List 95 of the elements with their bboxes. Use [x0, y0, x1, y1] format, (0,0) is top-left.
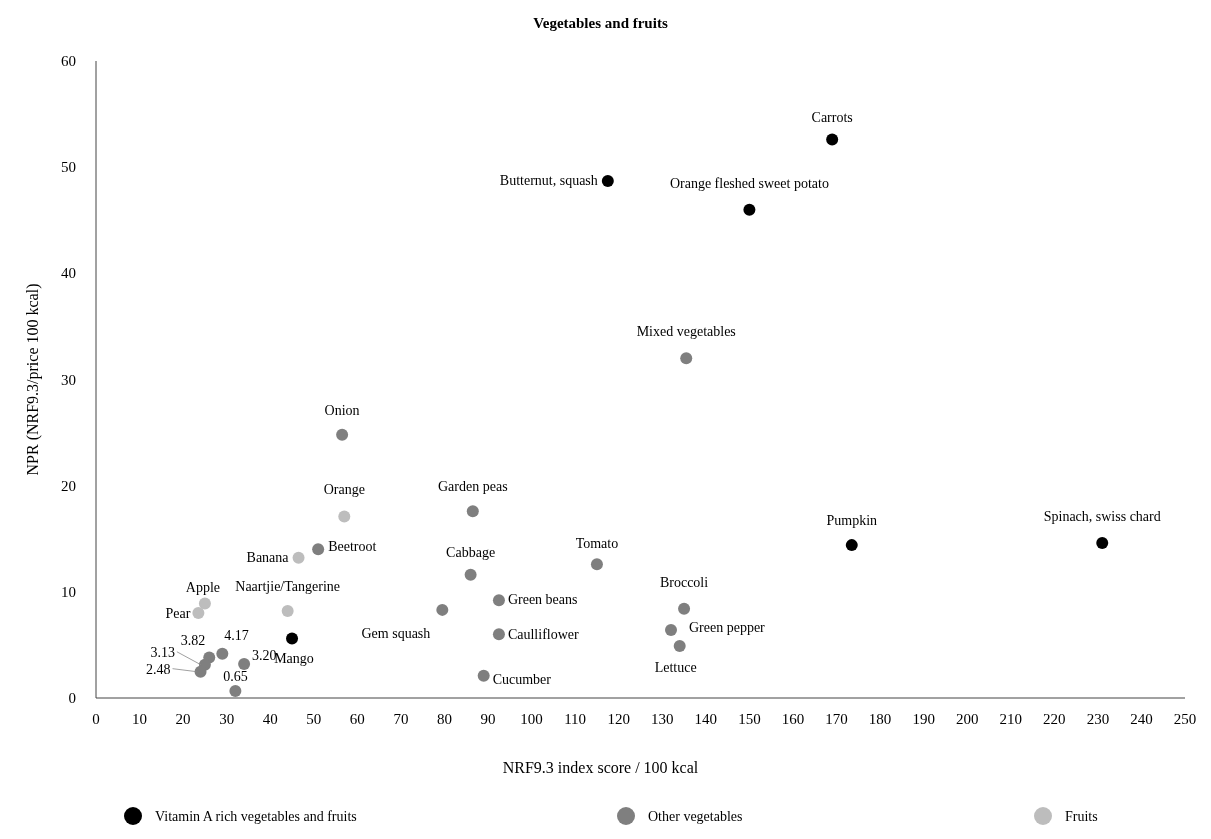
x-axis-title: NRF9.3 index score / 100 kcal — [502, 759, 699, 776]
point — [338, 510, 351, 523]
x-tick-label: 30 — [219, 711, 235, 727]
annotation: Butternut, squash — [499, 172, 598, 188]
point — [464, 568, 477, 581]
x-tick-label: 230 — [1086, 711, 1110, 727]
x-tick-label: 240 — [1130, 711, 1153, 727]
point — [743, 203, 756, 216]
annotation: Broccoli — [659, 574, 709, 590]
chart-title: Vegetables and fruits — [533, 15, 668, 31]
point — [292, 551, 305, 564]
y-tick-label: 30 — [61, 371, 76, 388]
annotation: Carrots — [811, 109, 853, 125]
data-label: 4.17 — [224, 627, 249, 643]
x-tick-label: 250 — [1173, 711, 1197, 727]
x-tick-label: 60 — [349, 711, 365, 727]
point — [601, 174, 614, 187]
data-label: 3.13 — [150, 644, 175, 660]
point — [664, 624, 677, 637]
point — [680, 352, 693, 365]
x-tick-label: 220 — [1043, 711, 1066, 727]
annotation: Tomato — [575, 536, 619, 552]
point — [1096, 537, 1109, 549]
annotation: Cucumber — [492, 671, 552, 687]
point — [281, 604, 294, 617]
x-tick-label: 120 — [607, 711, 630, 727]
x-tick-label: 210 — [999, 711, 1023, 727]
annotation: Garden peas — [438, 479, 508, 495]
point — [678, 602, 691, 615]
annotation: Caulliflower — [507, 627, 580, 643]
legend-label: Vitamin A rich vegetables and fruits — [155, 809, 357, 824]
y-axis-title: NPR (NRF9.3/price 100 kcal) — [24, 283, 42, 476]
x-tick-label: 190 — [912, 711, 935, 727]
x-tick-label: 90 — [480, 711, 496, 727]
annotation: Banana — [246, 549, 290, 565]
point — [286, 632, 299, 645]
point — [229, 685, 242, 698]
point — [466, 505, 479, 518]
annotation: Pear — [165, 606, 191, 622]
x-tick-label: 80 — [436, 711, 452, 727]
data-label: 0.65 — [223, 669, 248, 685]
annotation: Apple — [185, 579, 221, 595]
point — [436, 603, 449, 616]
point — [826, 133, 839, 146]
y-tick-label: 60 — [61, 53, 76, 69]
data-label: 3.82 — [180, 633, 206, 649]
point — [312, 543, 325, 556]
annotation: Green pepper — [688, 620, 766, 636]
annotation: Cabbage — [446, 544, 496, 560]
annotation: Naartjie/Tangerine — [235, 578, 341, 594]
annotation: Orange — [323, 482, 365, 498]
x-tick-label: 110 — [564, 711, 587, 727]
annotation: Pumpkin — [826, 513, 878, 529]
point — [845, 539, 858, 552]
legend-label: Other vegetables — [648, 809, 743, 824]
x-tick-label: 200 — [955, 711, 979, 727]
point — [590, 558, 603, 571]
x-tick-label: 180 — [868, 711, 892, 727]
legend-label: Fruits — [1065, 809, 1098, 824]
point — [492, 628, 505, 641]
x-tick-label: 170 — [825, 711, 848, 727]
point — [238, 658, 251, 671]
annotation: Gem squash — [361, 625, 431, 641]
y-tick-label: 40 — [61, 265, 76, 282]
y-tick-label: 50 — [61, 159, 76, 176]
point — [336, 428, 349, 441]
x-tick-label: 150 — [738, 711, 761, 727]
annotation: Green beans — [507, 592, 578, 608]
x-tick-label: 160 — [781, 711, 805, 727]
x-tick-label: 40 — [262, 711, 278, 727]
data-label: 2.48 — [146, 661, 171, 677]
point — [492, 594, 505, 607]
x-tick-label: 50 — [306, 711, 322, 727]
annotation: Beetroot — [328, 539, 377, 555]
x-tick-label: 130 — [651, 711, 674, 727]
y-tick-label: 0 — [68, 690, 76, 706]
point — [192, 607, 205, 620]
x-tick-label: 10 — [132, 711, 148, 727]
x-tick-label: 0 — [92, 711, 100, 727]
point — [216, 647, 229, 660]
annotation: Orange fleshed sweet potato — [669, 175, 829, 191]
annotation: Lettuce — [654, 659, 697, 675]
point — [477, 669, 490, 682]
point — [194, 665, 207, 678]
annotation: Spinach, swiss chard — [1043, 509, 1161, 524]
point — [198, 597, 211, 610]
x-tick-label: 100 — [520, 711, 543, 727]
y-tick-label: 20 — [61, 477, 76, 494]
x-tick-label: 20 — [175, 711, 191, 727]
x-tick-label: 70 — [393, 711, 409, 727]
annotation: Mixed vegetables — [636, 324, 736, 340]
point — [673, 639, 686, 652]
annotation: Onion — [324, 402, 360, 418]
y-tick-label: 10 — [61, 583, 76, 600]
x-tick-label: 140 — [694, 711, 718, 727]
